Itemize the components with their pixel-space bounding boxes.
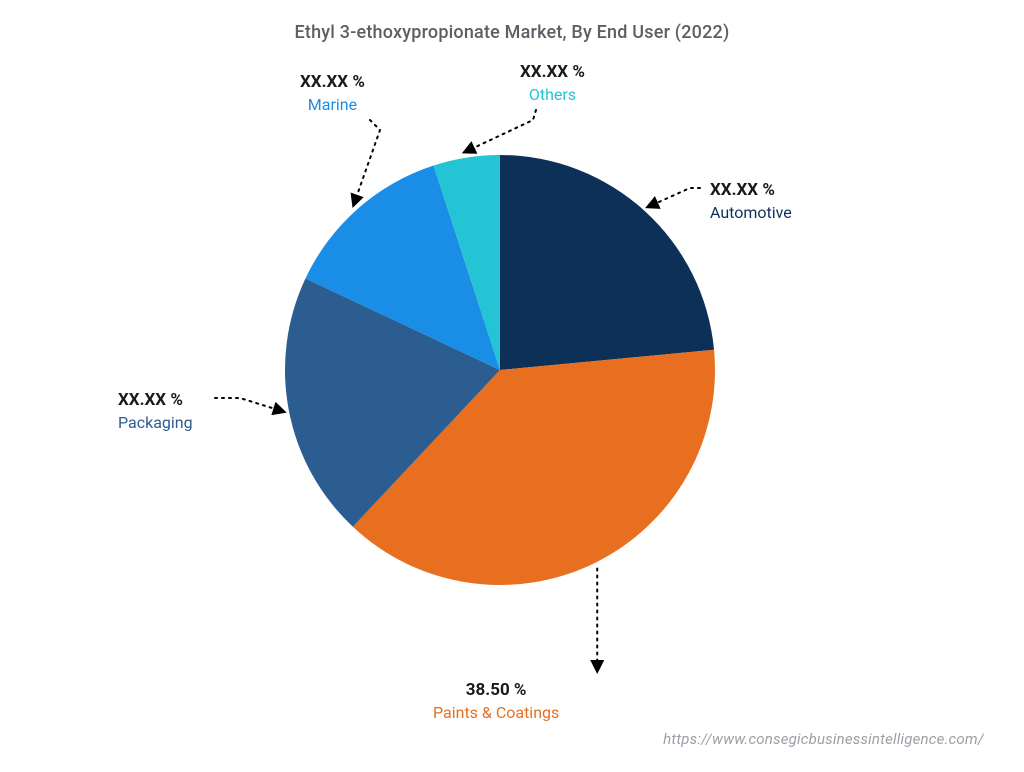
callout-paints: 38.50 % Paints & Coatings	[433, 680, 559, 723]
callout-marine: XX.XX % Marine	[300, 72, 365, 115]
leader-line	[649, 188, 700, 207]
watermark-url: https://www.consegicbusinessintelligence…	[663, 730, 984, 748]
callout-label: Packaging	[118, 413, 193, 433]
callout-pct: XX.XX %	[520, 62, 585, 83]
callout-pct: XX.XX %	[710, 180, 792, 201]
leader-line	[215, 398, 283, 411]
callout-label: Others	[520, 85, 585, 105]
callout-packaging: XX.XX % Packaging	[118, 390, 193, 433]
pie-chart: XX.XX % Automotive 38.50 % Paints & Coat…	[0, 0, 1024, 768]
callout-label: Automotive	[710, 203, 792, 223]
callout-pct: XX.XX %	[300, 72, 365, 93]
callout-automotive: XX.XX % Automotive	[710, 180, 792, 223]
callout-label: Paints & Coatings	[433, 703, 559, 723]
pie-svg	[0, 0, 1024, 768]
leader-line	[465, 110, 536, 152]
pie-slices	[285, 155, 715, 585]
callout-pct: 38.50 %	[433, 680, 559, 701]
callout-others: XX.XX % Others	[520, 62, 585, 105]
callout-label: Marine	[300, 95, 365, 115]
pie-slice-automotive	[500, 155, 714, 370]
callout-pct: XX.XX %	[118, 390, 193, 411]
leader-line	[354, 120, 380, 204]
